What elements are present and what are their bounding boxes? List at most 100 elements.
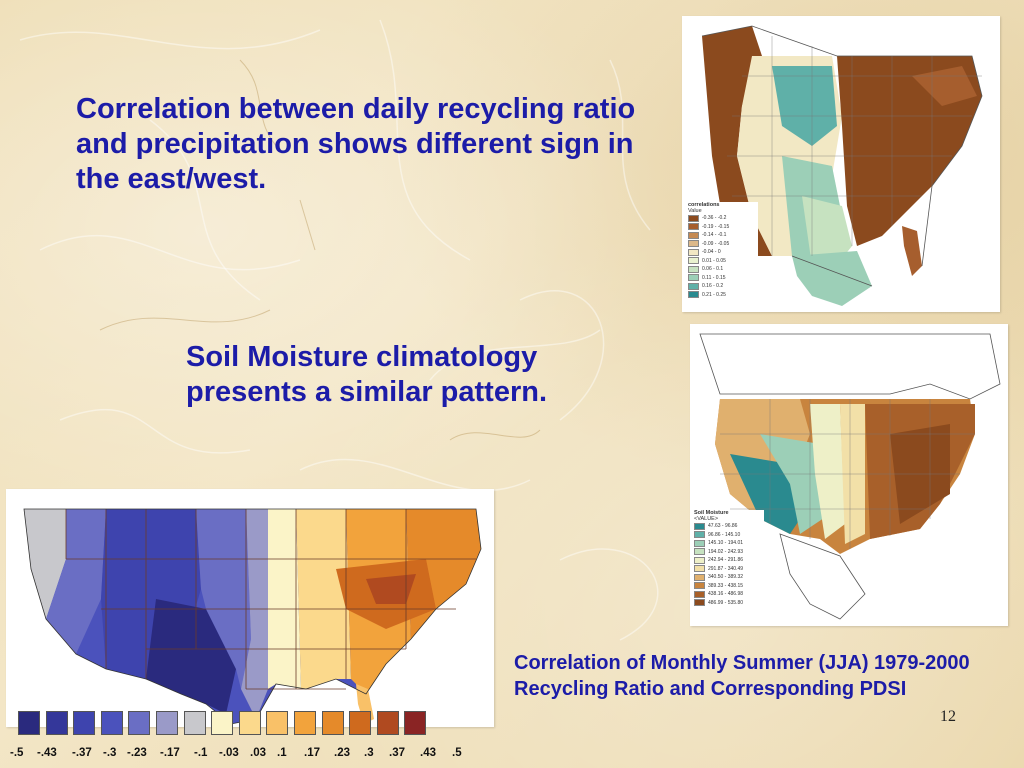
scale-swatch [376, 711, 399, 735]
color-scale-labels: -.5 -.43 -.37 -.3 -.23 -.17 -.1 -.03 .03 .1 .17 .23… [0, 747, 480, 763]
legend-label: 389.33 - 438.15 [708, 582, 744, 589]
legend-label: 145.10 - 194.01 [708, 540, 744, 547]
legend-label: -0.19 - -0.15 [702, 223, 730, 230]
legend-swatch [694, 556, 705, 564]
soil-moisture-map-north-america: Soil Moisture <VALUE> 47.63 - 96.86 96.86… [690, 324, 1008, 626]
legend-swatch [694, 565, 705, 573]
scale-swatch [100, 711, 123, 735]
legend-subtitle: <VALUE> [694, 516, 719, 522]
legend-label: 96.86 - 145.10 [708, 531, 741, 538]
slide-heading-soil-moisture: Soil Moisture climatology presents a sim… [186, 341, 548, 408]
scale-swatch [293, 711, 316, 735]
legend-entry: 0.21 - 0.25 [688, 291, 758, 300]
legend-label: -0.09 - -0.05 [702, 240, 730, 247]
scale-tick-label: .5 [452, 747, 462, 759]
scale-tick-label: -.37 [72, 747, 92, 759]
legend-swatch [688, 274, 699, 282]
legend-swatch [688, 265, 699, 273]
slide-caption-pdsi-map: Correlation of Monthly Summer (JJA) 1979… [514, 652, 970, 700]
legend-label: 438.16 - 486.98 [708, 591, 744, 598]
legend-swatch [694, 573, 705, 581]
legend-swatch [694, 531, 705, 539]
legend-label: 486.99 - 535.80 [708, 599, 744, 606]
pdsi-correlation-map-us [6, 489, 494, 727]
scale-tick-label: -.03 [219, 747, 239, 759]
legend-swatch [694, 582, 705, 590]
legend-label: 47.63 - 96.86 [708, 523, 738, 530]
legend-label: -0.04 - 0 [702, 249, 721, 256]
legend-entry: 145.10 - 194.01 [694, 539, 764, 548]
legend-swatch [688, 257, 699, 265]
legend-label: 0.21 - 0.25 [702, 291, 726, 298]
scale-tick-label: -.43 [37, 747, 57, 759]
scale-swatch [128, 711, 151, 735]
legend-swatch [688, 291, 699, 299]
scale-tick-label: .1 [277, 747, 287, 759]
legend-label: -0.14 - -0.1 [702, 232, 727, 239]
scale-swatch [266, 711, 289, 735]
legend-swatch [688, 214, 699, 222]
legend-entry: 340.50 - 389.32 [694, 573, 764, 582]
scale-tick-label: .37 [389, 747, 405, 759]
scale-swatch [183, 711, 206, 735]
scale-swatch [155, 711, 178, 735]
legend-entry: 0.06 - 0.1 [688, 265, 758, 274]
legend-label: 0.16 - 0.2 [702, 283, 724, 290]
scale-swatch [238, 711, 261, 735]
scale-swatch [73, 711, 96, 735]
scale-tick-label: .03 [250, 747, 266, 759]
legend-swatch [688, 240, 699, 248]
scale-swatch [211, 711, 234, 735]
legend-swatch [694, 548, 705, 556]
page-number: 12 [940, 708, 956, 725]
scale-tick-label: -.1 [194, 747, 208, 759]
scale-tick-label: .17 [304, 747, 320, 759]
legend-swatch [688, 223, 699, 231]
correlation-map-north-america: correlations Value -0.36 - -0.2 -0.19 - -… [682, 16, 1000, 312]
legend-subtitle: Value [688, 208, 702, 214]
legend-label: 340.50 - 389.32 [708, 574, 744, 581]
legend-entry: 194.02 - 242.93 [694, 548, 764, 557]
legend-title: correlations [688, 202, 720, 208]
legend-label: 291.87 - 340.49 [708, 565, 744, 572]
scale-tick-label: .43 [420, 747, 436, 759]
scale-swatch [45, 711, 68, 735]
scale-tick-label: -.3 [103, 747, 117, 759]
scale-swatch [404, 711, 427, 735]
legend-label: 0.01 - 0.05 [702, 257, 726, 264]
scale-tick-label: .3 [364, 747, 374, 759]
legend-entry: -0.09 - -0.05 [688, 240, 758, 249]
scale-tick-label: -.17 [160, 747, 180, 759]
scale-swatch [349, 711, 372, 735]
legend-swatch [694, 590, 705, 598]
legend-label: 194.02 - 242.93 [708, 548, 744, 555]
legend-entry: 291.87 - 340.49 [694, 565, 764, 574]
legend-entry: -0.19 - -0.15 [688, 223, 758, 232]
legend-title: Soil Moisture [694, 510, 729, 516]
legend-entry: 438.16 - 486.98 [694, 590, 764, 599]
legend-swatch [694, 539, 705, 547]
legend-swatch [688, 248, 699, 256]
legend-label: 242.94 - 291.86 [708, 557, 744, 564]
correlation-legend: correlations Value -0.36 - -0.2 -0.19 - -… [688, 202, 758, 306]
legend-swatch [688, 282, 699, 290]
legend-entry: -0.04 - 0 [688, 248, 758, 257]
scale-swatch [321, 711, 344, 735]
legend-entry: -0.36 - -0.2 [688, 214, 758, 223]
legend-label: -0.36 - -0.2 [702, 215, 727, 222]
legend-label: 0.11 - 0.15 [702, 274, 726, 281]
legend-label: 0.06 - 0.1 [702, 266, 724, 273]
legend-entry: 0.16 - 0.2 [688, 282, 758, 291]
correlation-color-scale [18, 711, 432, 735]
legend-entry: 0.11 - 0.15 [688, 274, 758, 283]
soil-moisture-legend: Soil Moisture <VALUE> 47.63 - 96.86 96.86… [694, 510, 764, 614]
legend-swatch [694, 599, 705, 607]
scale-tick-label: -.23 [127, 747, 147, 759]
legend-entry: -0.14 - -0.1 [688, 231, 758, 240]
legend-swatch [694, 522, 705, 530]
legend-entry: 389.33 - 438.15 [694, 582, 764, 591]
scale-tick-label: -.5 [10, 747, 24, 759]
slide-heading-recycling-correlation: Correlation between daily recycling rati… [76, 93, 636, 195]
legend-entry: 0.01 - 0.05 [688, 257, 758, 266]
